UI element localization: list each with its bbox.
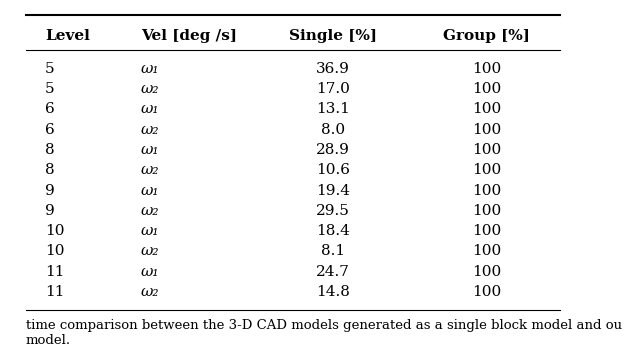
Text: Level: Level	[45, 29, 90, 43]
Text: 36.9: 36.9	[316, 62, 349, 76]
Text: ω₂: ω₂	[141, 82, 159, 96]
Text: 100: 100	[472, 204, 501, 218]
Text: 100: 100	[472, 184, 501, 197]
Text: 100: 100	[472, 265, 501, 279]
Text: 100: 100	[472, 82, 501, 96]
Text: 11: 11	[45, 265, 64, 279]
Text: ω₁: ω₁	[141, 224, 159, 238]
Text: ω₁: ω₁	[141, 62, 159, 76]
Text: 100: 100	[472, 123, 501, 137]
Text: Vel [deg /s]: Vel [deg /s]	[141, 29, 237, 43]
Text: ω₁: ω₁	[141, 143, 159, 157]
Text: 17.0: 17.0	[316, 82, 349, 96]
Text: 9: 9	[45, 204, 54, 218]
Text: 19.4: 19.4	[316, 184, 350, 197]
Text: Single [%]: Single [%]	[289, 29, 377, 43]
Text: 5: 5	[45, 82, 54, 96]
Text: time comparison between the 3-D CAD models generated as a single block model and: time comparison between the 3-D CAD mode…	[26, 319, 621, 332]
Text: 8: 8	[45, 163, 54, 177]
Text: ω₂: ω₂	[141, 285, 159, 299]
Text: 100: 100	[472, 163, 501, 177]
Text: 6: 6	[45, 103, 54, 116]
Text: model.: model.	[26, 334, 71, 344]
Text: 5: 5	[45, 62, 54, 76]
Text: 13.1: 13.1	[316, 103, 349, 116]
Text: 9: 9	[45, 184, 54, 197]
Text: 18.4: 18.4	[316, 224, 349, 238]
Text: 100: 100	[472, 62, 501, 76]
Text: 100: 100	[472, 224, 501, 238]
Text: 100: 100	[472, 143, 501, 157]
Text: 100: 100	[472, 103, 501, 116]
Text: 100: 100	[472, 245, 501, 258]
Text: 11: 11	[45, 285, 64, 299]
Text: Group [%]: Group [%]	[443, 29, 530, 43]
Text: 8: 8	[45, 143, 54, 157]
Text: ω₂: ω₂	[141, 245, 159, 258]
Text: ω₁: ω₁	[141, 184, 159, 197]
Text: 14.8: 14.8	[316, 285, 349, 299]
Text: 10.6: 10.6	[316, 163, 350, 177]
Text: 100: 100	[472, 285, 501, 299]
Text: 10: 10	[45, 224, 64, 238]
Text: 28.9: 28.9	[316, 143, 349, 157]
Text: ω₂: ω₂	[141, 163, 159, 177]
Text: 8.0: 8.0	[321, 123, 345, 137]
Text: 29.5: 29.5	[316, 204, 349, 218]
Text: 10: 10	[45, 245, 64, 258]
Text: ω₁: ω₁	[141, 103, 159, 116]
Text: 24.7: 24.7	[316, 265, 349, 279]
Text: ω₂: ω₂	[141, 204, 159, 218]
Text: 8.1: 8.1	[321, 245, 345, 258]
Text: ω₂: ω₂	[141, 123, 159, 137]
Text: ω₁: ω₁	[141, 265, 159, 279]
Text: 6: 6	[45, 123, 54, 137]
